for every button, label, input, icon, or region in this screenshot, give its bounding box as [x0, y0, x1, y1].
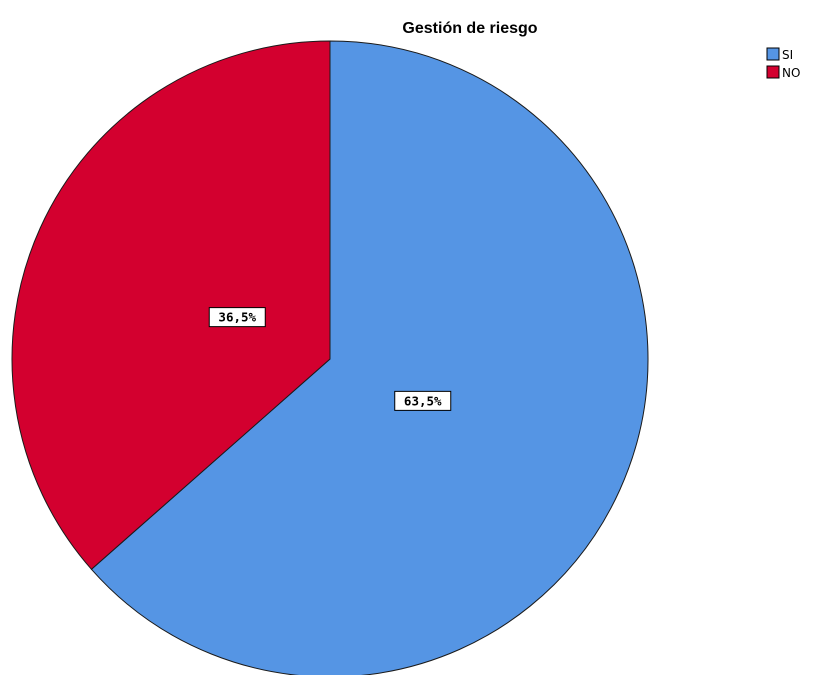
data-label-box: [394, 390, 452, 411]
data-label-text: 36,5%: [218, 310, 256, 325]
data-labels: 63,5% 36,5%: [208, 307, 452, 411]
pie-slice-si: [90, 40, 649, 675]
legend: SI NO: [766, 47, 800, 80]
legend-swatch-no: [766, 65, 780, 79]
pie-slices: [11, 40, 649, 675]
chart-title: Gestión de riesgo: [402, 20, 537, 37]
pie-slice-no: [11, 40, 331, 571]
data-label-no: 36,5%: [208, 307, 266, 328]
legend-label-no: NO: [782, 66, 800, 80]
data-label-si: 63,5%: [394, 390, 452, 411]
data-label-box: [208, 307, 266, 328]
legend-swatch-si: [766, 47, 780, 61]
data-label-text: 63,5%: [404, 393, 442, 408]
legend-label-si: SI: [782, 48, 793, 62]
